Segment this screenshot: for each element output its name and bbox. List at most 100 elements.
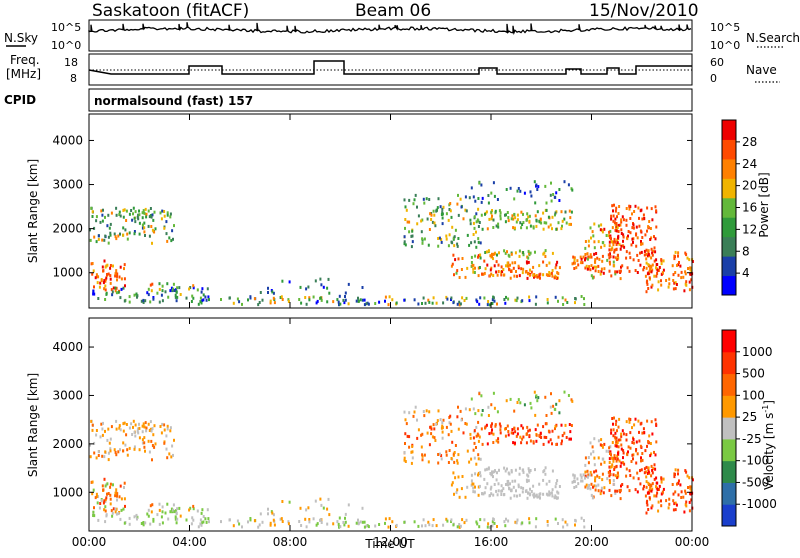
- range-cell: [616, 238, 619, 242]
- range-cell: [476, 432, 479, 436]
- range-cell: [241, 525, 243, 529]
- range-cell: [618, 242, 621, 246]
- range-cell: [617, 230, 620, 233]
- range-cell: [208, 520, 210, 524]
- range-cell: [128, 446, 131, 450]
- range-cell: [388, 295, 391, 299]
- range-cell: [647, 470, 650, 474]
- range-cell: [595, 265, 598, 269]
- range-cell: [106, 273, 108, 276]
- range-cell: [490, 492, 493, 496]
- range-cell: [556, 490, 559, 494]
- range-cell: [122, 215, 125, 219]
- range-cell: [515, 220, 518, 224]
- range-cell: [571, 399, 574, 403]
- range-cell: [343, 523, 346, 527]
- range-cell: [614, 256, 617, 260]
- range-cell: [564, 298, 567, 302]
- range-cell: [109, 437, 112, 441]
- range-cell: [497, 437, 500, 441]
- range-cell: [674, 287, 677, 291]
- range-cell: [492, 274, 495, 277]
- colorbar-swatch: [722, 158, 736, 179]
- range-cell: [622, 218, 625, 222]
- range-cell: [367, 525, 370, 529]
- range-cell: [629, 217, 632, 220]
- range-cell: [645, 280, 648, 284]
- range-cell: [549, 223, 552, 227]
- range-cell: [448, 421, 451, 425]
- range-cell: [536, 275, 539, 279]
- range-cell: [450, 264, 453, 268]
- range-cell: [600, 223, 603, 227]
- range-cell: [422, 197, 425, 201]
- range-cell: [527, 249, 530, 253]
- range-cell: [484, 486, 487, 490]
- range-cell: [204, 517, 207, 521]
- range-cell: [615, 459, 618, 463]
- range-cell: [688, 500, 691, 504]
- colorbar-tick-label: -500: [742, 475, 769, 489]
- range-cell: [566, 523, 569, 527]
- range-cell: [510, 252, 513, 256]
- range-cell: [493, 252, 496, 256]
- range-cell: [532, 493, 535, 497]
- freq-trace: [88, 60, 692, 75]
- range-cell: [632, 441, 635, 445]
- colorbar-tick-label: 500: [742, 367, 765, 381]
- range-cell: [547, 429, 550, 433]
- range-cell: [566, 301, 569, 304]
- range-cell: [319, 277, 322, 281]
- range-cell: [486, 525, 489, 529]
- range-cell: [494, 209, 497, 213]
- range-cell: [613, 250, 616, 254]
- range-cell: [416, 222, 419, 226]
- range-cell: [90, 419, 93, 423]
- range-cell: [477, 420, 480, 424]
- range-cell: [122, 422, 125, 426]
- range-cell: [470, 397, 473, 401]
- range-cell: [539, 217, 542, 221]
- range-cell: [614, 457, 617, 461]
- range-cell: [378, 523, 381, 526]
- range-cell: [142, 298, 145, 302]
- range-cell: [487, 194, 490, 197]
- range-cell: [259, 291, 262, 294]
- range-cell: [689, 492, 692, 496]
- range-cell: [617, 425, 620, 429]
- range-cell: [404, 205, 407, 209]
- range-cell: [420, 219, 423, 223]
- range-cell: [465, 296, 468, 300]
- range-cell: [528, 493, 531, 497]
- range-cell: [169, 510, 172, 514]
- range-cell: [523, 403, 526, 407]
- range-cell: [171, 510, 174, 514]
- range-cell: [551, 469, 554, 473]
- range-cell: [450, 457, 453, 460]
- range-cell: [147, 224, 150, 228]
- range-cell: [644, 274, 647, 278]
- range-cell: [600, 270, 603, 274]
- range-cell: [487, 201, 490, 205]
- range-cell: [361, 286, 364, 289]
- range-cell: [109, 449, 112, 453]
- range-cell: [89, 238, 92, 242]
- range-cell: [506, 467, 508, 471]
- range-cell: [153, 445, 156, 449]
- range-cell: [178, 506, 181, 510]
- range-cell: [603, 227, 606, 231]
- range-cell: [102, 421, 104, 425]
- range-cell: [645, 248, 648, 252]
- range-cell: [123, 277, 126, 281]
- range-cell: [479, 296, 482, 300]
- range-cell: [144, 421, 147, 425]
- range-cell: [428, 410, 431, 414]
- range-cell: [674, 468, 677, 472]
- range-cell: [571, 480, 574, 484]
- range-cell: [158, 287, 161, 291]
- range-cell: [91, 480, 94, 484]
- range-cell: [514, 226, 516, 230]
- range-cell: [452, 301, 455, 305]
- range-cell: [136, 517, 138, 521]
- range-cell: [109, 281, 112, 285]
